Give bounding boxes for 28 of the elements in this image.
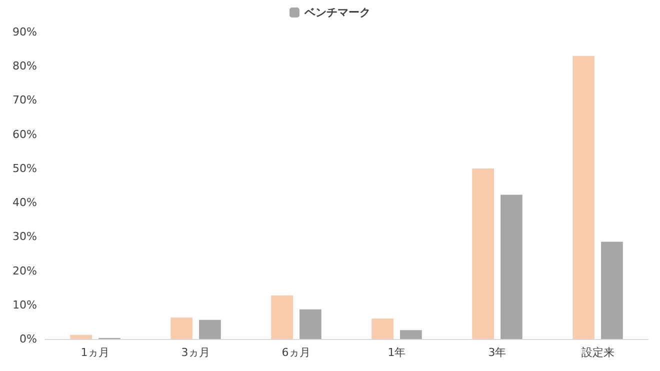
y-tick-label: 20% [12, 264, 37, 278]
bar [199, 320, 221, 339]
y-tick-label: 50% [12, 162, 37, 175]
y-tick-label: 40% [12, 196, 37, 210]
bar [400, 330, 422, 339]
x-tick-label: 3年 [488, 346, 506, 359]
bar [372, 318, 394, 339]
bar [271, 295, 293, 339]
bar [572, 56, 594, 339]
bar [300, 309, 322, 339]
y-tick-label: 80% [12, 60, 37, 73]
y-tick-label: 60% [12, 128, 37, 141]
y-tick-label: 0% [20, 332, 37, 346]
bar [601, 242, 623, 339]
y-tick-label: 10% [12, 298, 37, 312]
legend-label: ベンチマーク [304, 6, 370, 19]
x-tick-label: 3ヵ月 [181, 346, 210, 359]
y-tick-label: 30% [12, 230, 37, 244]
x-tick-label: 6ヵ月 [282, 346, 311, 359]
bar [500, 194, 522, 339]
y-tick-label: 90% [12, 26, 37, 38]
bar [472, 168, 494, 339]
y-tick-label: 70% [12, 94, 37, 107]
x-tick-label: 設定来 [581, 346, 614, 359]
x-tick-label: 1ヵ月 [80, 346, 110, 359]
x-tick-label: 1年 [388, 346, 406, 359]
bar [70, 334, 92, 339]
bar [170, 318, 192, 339]
